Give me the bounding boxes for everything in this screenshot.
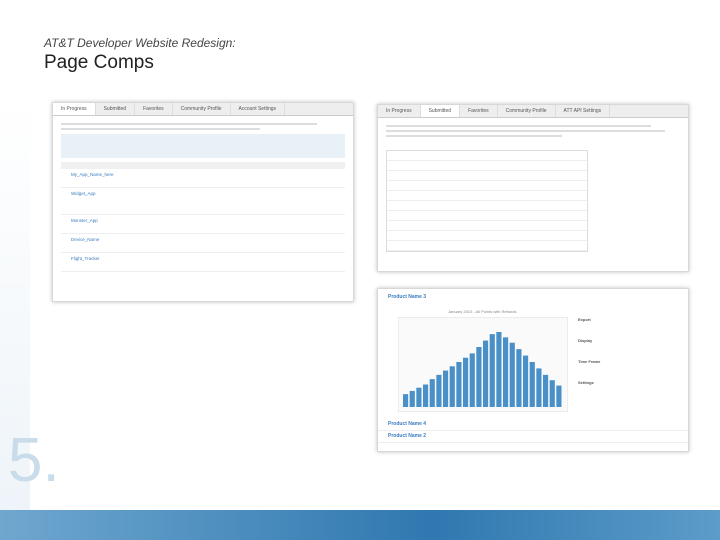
tabs: In Progress Submitted Favorites Community P… (53, 103, 353, 116)
product-row: Product Name 2 (378, 431, 688, 443)
bar (496, 332, 502, 407)
side-strip (0, 100, 30, 510)
title: Page Comps (44, 52, 154, 73)
bar (489, 334, 495, 407)
panel-label: Display (578, 338, 593, 343)
table (386, 150, 588, 252)
bar (536, 368, 542, 407)
tab: ATT API Settings (556, 105, 611, 117)
bar (409, 390, 415, 407)
tab: Community Profile (173, 103, 231, 115)
bar (476, 347, 482, 407)
chart-title: January 2010 - All Points with Refunds (448, 309, 517, 314)
footer-band (0, 510, 720, 540)
panel-label: Export (578, 317, 591, 322)
bar (543, 374, 549, 407)
section: Product Name 3 (388, 294, 427, 300)
tab: In Progress (53, 103, 96, 115)
tab: Favorites (135, 103, 173, 115)
tab: In Progress (378, 105, 421, 117)
tab: Account Settings (231, 103, 286, 115)
rows: My_App_Name_here Widget_App Monster_App Dev… (53, 169, 353, 272)
bar (423, 384, 429, 407)
app-row: Device_Name (61, 234, 345, 253)
bar (443, 370, 449, 407)
bar (463, 357, 469, 407)
bar (469, 353, 475, 407)
slide-number: 5. (8, 426, 60, 495)
bar (403, 394, 409, 407)
tab: Favorites (460, 105, 498, 117)
panel-label: Time Frame (578, 359, 601, 364)
app-row: Monster_App (61, 215, 345, 234)
bar-chart (398, 317, 568, 412)
bar (523, 355, 529, 407)
tabs: In Progress Submitted Favorites Community P… (378, 105, 688, 118)
kicker: AT&T Developer Website Redesign: (44, 36, 236, 50)
intro (378, 118, 688, 144)
bar (556, 385, 562, 407)
bar (416, 387, 422, 407)
rows: Product Name 4 Product Name 2 (378, 419, 688, 443)
bar (509, 342, 515, 407)
chart-comp: Product Name 3 January 2010 - All Points… (377, 288, 689, 452)
tab: Submitted (420, 105, 461, 117)
bar (549, 380, 555, 407)
app-row: Flight_Tracker (61, 253, 345, 272)
bar (449, 366, 455, 407)
app-row: Widget_App (61, 188, 345, 215)
bar (516, 349, 522, 407)
intro (53, 116, 353, 162)
app-row: My_App_Name_here (61, 169, 345, 188)
bar (483, 340, 489, 407)
tab: Submitted (96, 103, 136, 115)
product-row: Product Name 4 (378, 419, 688, 431)
bar (503, 337, 509, 407)
left-comp: In Progress Submitted Favorites Community P… (52, 102, 354, 302)
tab: Community Profile (498, 105, 556, 117)
bar (529, 362, 535, 407)
right-comp: In Progress Submitted Favorites Community P… (377, 104, 689, 272)
bar (436, 374, 442, 407)
panel-label: Settings (578, 380, 594, 385)
side-panel: Export Display Time Frame Settings (578, 317, 600, 401)
bar (456, 362, 462, 407)
bar (429, 379, 435, 407)
